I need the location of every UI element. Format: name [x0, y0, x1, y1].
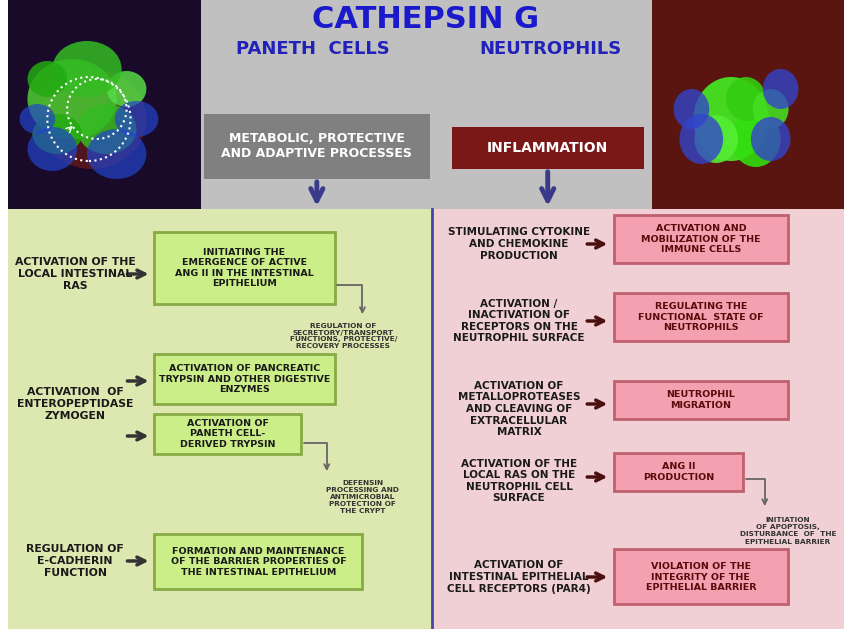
Text: ANG II
PRODUCTION: ANG II PRODUCTION	[642, 462, 713, 482]
FancyBboxPatch shape	[154, 232, 334, 304]
Ellipse shape	[87, 129, 146, 179]
Text: STIMULATING CYTOKINE
AND CHEMOKINE
PRODUCTION: STIMULATING CYTOKINE AND CHEMOKINE PRODU…	[447, 228, 589, 260]
Ellipse shape	[28, 61, 106, 137]
Bar	[8, 0, 201, 209]
Text: REGULATION OF
E-CADHERIN
FUNCTION: REGULATION OF E-CADHERIN FUNCTION	[26, 545, 124, 577]
Text: ACTIVATION OF
INTESTINAL EPITHELIAL
CELL RECEPTORS (PAR4): ACTIVATION OF INTESTINAL EPITHELIAL CELL…	[446, 560, 590, 594]
FancyBboxPatch shape	[451, 127, 643, 169]
FancyBboxPatch shape	[614, 453, 742, 491]
Text: ACTIVATION  OF
ENTEROPEPTIDASE
ZYMOGEN: ACTIVATION OF ENTEROPEPTIDASE ZYMOGEN	[17, 387, 133, 421]
Text: INITIATION
OF APOPTOSIS,
DISTURBANCE  OF  THE
EPITHELIAL BARRIER: INITIATION OF APOPTOSIS, DISTURBANCE OF …	[738, 518, 835, 545]
Ellipse shape	[673, 89, 708, 129]
FancyBboxPatch shape	[154, 534, 362, 589]
Text: REGULATION OF
SECRETORY/TRANSPORT
FUNCTIONS, PROTECTIVE/
RECOVERY PROCESSES: REGULATION OF SECRETORY/TRANSPORT FUNCTI…	[289, 323, 397, 350]
Ellipse shape	[694, 115, 737, 163]
Ellipse shape	[28, 127, 77, 171]
Bar	[431, 209, 844, 629]
Text: ACTIVATION AND
MOBILIZATION OF THE
IMMUNE CELLS: ACTIVATION AND MOBILIZATION OF THE IMMUN…	[641, 224, 760, 254]
Text: REGULATING THE
FUNCTIONAL  STATE OF
NEUTROPHILS: REGULATING THE FUNCTIONAL STATE OF NEUTR…	[637, 302, 763, 332]
Text: ACTIVATION OF
PANETH CELL-
DERIVED TRYPSIN: ACTIVATION OF PANETH CELL- DERIVED TRYPS…	[180, 419, 275, 449]
Ellipse shape	[679, 114, 722, 164]
Text: NEUTROPHILS: NEUTROPHILS	[479, 40, 621, 58]
Bar	[8, 209, 431, 629]
Ellipse shape	[750, 117, 790, 161]
Ellipse shape	[762, 69, 798, 109]
Text: PANETH  CELLS: PANETH CELLS	[235, 40, 389, 58]
Text: ACTIVATION OF THE
LOCAL INTESTINAL
RAS: ACTIVATION OF THE LOCAL INTESTINAL RAS	[14, 257, 135, 291]
Ellipse shape	[752, 89, 787, 129]
Text: ACTIVATION OF PANCREATIC
TRYPSIN AND OTHER DIGESTIVE
ENZYMES: ACTIVATION OF PANCREATIC TRYPSIN AND OTH…	[159, 364, 330, 394]
Bar	[651, 0, 844, 209]
Text: METABOLIC, PROTECTIVE
AND ADAPTIVE PROCESSES: METABOLIC, PROTECTIVE AND ADAPTIVE PROCE…	[221, 132, 412, 160]
Ellipse shape	[37, 69, 146, 169]
Text: INITIATING THE
EMERGENCE OF ACTIVE
ANG II IN THE INTESTINAL
EPITHELIUM: INITIATING THE EMERGENCE OF ACTIVE ANG I…	[175, 248, 313, 288]
FancyBboxPatch shape	[614, 215, 787, 263]
Ellipse shape	[106, 71, 146, 107]
Text: DEFENSIN
PROCESSING AND
ANTIMICROBIAL
PROTECTION OF
THE CRYPT: DEFENSIN PROCESSING AND ANTIMICROBIAL PR…	[326, 480, 398, 514]
Text: CATHEPSIN G: CATHEPSIN G	[312, 4, 538, 33]
Text: ACTIVATION OF
METALLOPROTEASES
AND CLEAVING OF
EXTRACELLULAR
MATRIX: ACTIVATION OF METALLOPROTEASES AND CLEAV…	[457, 381, 580, 437]
Ellipse shape	[28, 61, 67, 97]
FancyBboxPatch shape	[154, 414, 300, 454]
Text: VIOLATION OF THE
INTEGRITY OF THE
EPITHELIAL BARRIER: VIOLATION OF THE INTEGRITY OF THE EPITHE…	[645, 562, 755, 592]
FancyBboxPatch shape	[614, 293, 787, 341]
Ellipse shape	[730, 111, 780, 167]
FancyBboxPatch shape	[614, 381, 787, 419]
Bar	[651, 0, 844, 209]
FancyBboxPatch shape	[203, 114, 430, 179]
Text: NEUTROPHIL
MIGRATION: NEUTROPHIL MIGRATION	[666, 391, 734, 409]
Ellipse shape	[693, 77, 768, 161]
Bar	[8, 0, 201, 209]
Ellipse shape	[77, 104, 137, 154]
Ellipse shape	[19, 104, 55, 134]
Ellipse shape	[725, 77, 765, 121]
Text: INFLAMMATION: INFLAMMATION	[486, 141, 608, 155]
FancyBboxPatch shape	[614, 549, 787, 604]
Bar	[8, 0, 844, 209]
FancyBboxPatch shape	[154, 354, 334, 404]
Text: ACTIVATION /
INACTIVATION OF
RECEPTORS ON THE
NEUTROPHIL SURFACE: ACTIVATION / INACTIVATION OF RECEPTORS O…	[452, 299, 584, 343]
Ellipse shape	[32, 114, 82, 154]
Ellipse shape	[52, 41, 122, 97]
Text: FORMATION AND MAINTENANCE
OF THE BARRIER PROPERTIES OF
THE INTESTINAL EPITHELIUM: FORMATION AND MAINTENANCE OF THE BARRIER…	[170, 547, 346, 577]
Text: ACTIVATION OF THE
LOCAL RAS ON THE
NEUTROPHIL CELL
SURFACE: ACTIVATION OF THE LOCAL RAS ON THE NEUTR…	[460, 459, 576, 503]
Ellipse shape	[28, 59, 116, 139]
Ellipse shape	[115, 101, 158, 137]
